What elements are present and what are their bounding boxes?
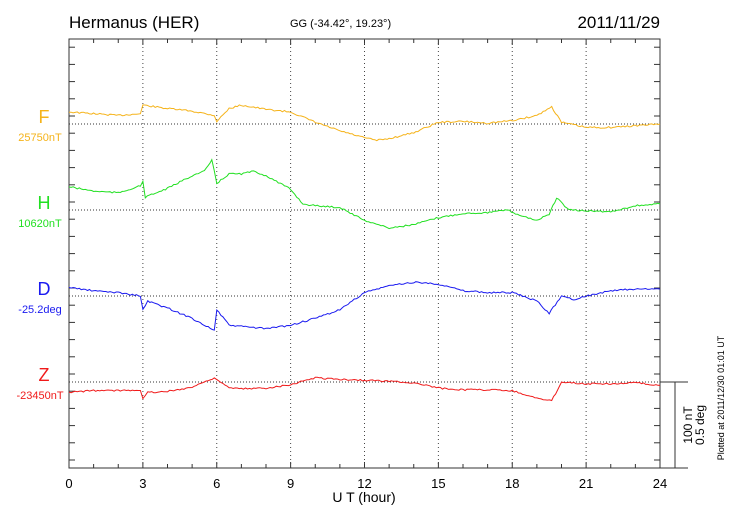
baseline-value-z: -23450nT <box>16 390 63 402</box>
x-tick-label: 15 <box>431 476 445 491</box>
date-label: 2011/11/29 <box>577 13 660 32</box>
scale-deg-label: 0.5 deg <box>693 405 707 445</box>
baseline-value-d: -25.2deg <box>18 304 61 316</box>
component-label-z: Z <box>39 365 50 385</box>
station-title: Hermanus (HER) <box>69 13 199 32</box>
x-tick-label: 9 <box>287 476 294 491</box>
baseline-value-f: 25750nT <box>18 132 62 144</box>
x-tick-label: 12 <box>357 476 371 491</box>
x-tick-label: 18 <box>505 476 519 491</box>
trace-h <box>68 158 661 230</box>
component-label-f: F <box>39 107 50 127</box>
component-label-h: H <box>38 193 51 213</box>
x-tick-label: 24 <box>653 476 667 491</box>
x-tick-label: 0 <box>65 476 72 491</box>
coordinates-subtitle: GG (-34.42°, 19.23°) <box>290 18 391 30</box>
component-label-d: D <box>38 279 51 299</box>
scale-bar: 100 nT 0.5 deg <box>660 381 707 469</box>
trace-f <box>68 104 661 142</box>
trace-z <box>68 376 661 402</box>
plotted-note: Plotted at 2011/12/30 01:01 UT <box>716 335 726 460</box>
x-tick-label: 3 <box>139 476 146 491</box>
scale-nt-label: 100 nT <box>681 406 695 444</box>
trace-d <box>68 281 661 331</box>
x-axis-label: U T (hour) <box>332 489 395 505</box>
x-tick-label: 6 <box>213 476 220 491</box>
baseline-value-h: 10620nT <box>18 218 62 230</box>
x-tick-label: 21 <box>579 476 593 491</box>
